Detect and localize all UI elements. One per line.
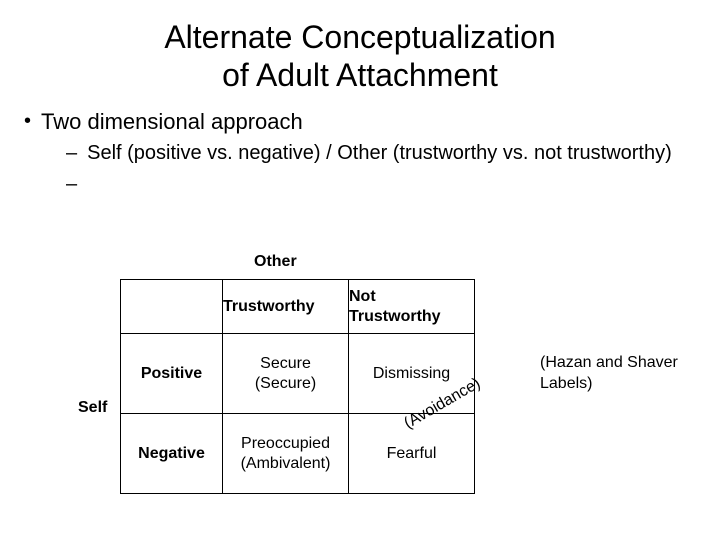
cell-secure-line2: (Secure) [255, 375, 316, 392]
dash-marker: – [66, 172, 77, 197]
bullet-level-2-b: – [0, 172, 720, 197]
cell-preoccupied: Preoccupied (Ambivalent) [223, 414, 349, 494]
attachment-matrix: Trustworthy Not Trustworthy Positive Sec… [120, 279, 475, 494]
matrix-corner [121, 280, 223, 334]
bullet-marker: • [24, 109, 31, 133]
cell-dismissing-text: Dismissing [373, 365, 450, 382]
bullet-level-2-a: – Self (positive vs. negative) / Other (… [0, 141, 720, 166]
title-line-1: Alternate Conceptualization [164, 19, 555, 55]
col-header-trustworthy: Trustworthy [223, 280, 349, 334]
col2-line2: Trustworthy [349, 308, 441, 325]
sub-bullet-text-1: Self (positive vs. negative) / Other (tr… [87, 141, 672, 166]
col2-line1: Not [349, 288, 376, 305]
bullet-text: Two dimensional approach [41, 109, 303, 135]
row-header-negative: Negative [121, 414, 223, 494]
axis-label-other: Other [254, 253, 297, 271]
bullet-level-1: • Two dimensional approach [0, 109, 720, 135]
slide-title: Alternate Conceptualization of Adult Att… [0, 18, 720, 95]
cell-preoccupied-line2: (Ambivalent) [241, 455, 331, 472]
cell-fearful-text: Fearful [387, 445, 437, 462]
cell-secure: Secure (Secure) [223, 334, 349, 414]
row-header-positive: Positive [121, 334, 223, 414]
title-line-2: of Adult Attachment [222, 57, 498, 93]
hazan-shaver-note: (Hazan and Shaver Labels) [540, 353, 678, 395]
axis-label-self: Self [78, 399, 107, 417]
dash-marker: – [66, 141, 77, 166]
cell-preoccupied-line1: Preoccupied [241, 435, 330, 452]
note-line2: Labels) [540, 375, 592, 392]
col-header-not-trustworthy: Not Trustworthy [349, 280, 475, 334]
cell-secure-line1: Secure [260, 355, 311, 372]
note-line1: (Hazan and Shaver [540, 354, 678, 371]
